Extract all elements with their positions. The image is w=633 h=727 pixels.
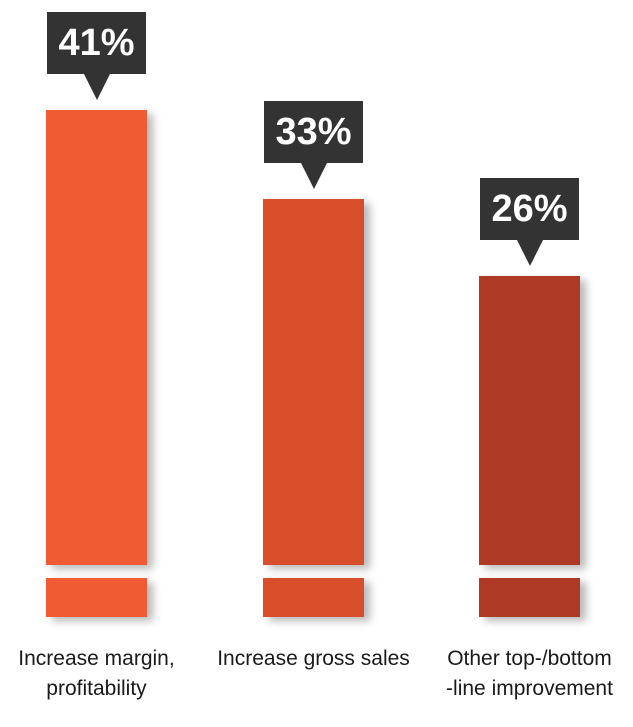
pointer <box>83 73 110 100</box>
bar-base <box>263 578 364 617</box>
category-label: Increase margin, profitability <box>18 647 175 700</box>
category-label: Other top-/bottom -line improvement <box>446 647 613 700</box>
value-label: 33% <box>264 100 363 163</box>
bar-base <box>46 578 147 617</box>
bar <box>46 109 147 565</box>
category-label: Increase gross sales <box>217 647 410 670</box>
pointer <box>300 162 327 189</box>
value-label: 41% <box>47 11 146 74</box>
bar-base <box>479 578 580 617</box>
bar <box>479 276 580 565</box>
bar <box>263 198 364 565</box>
value-label: 26% <box>480 178 579 241</box>
pointer <box>516 240 543 267</box>
